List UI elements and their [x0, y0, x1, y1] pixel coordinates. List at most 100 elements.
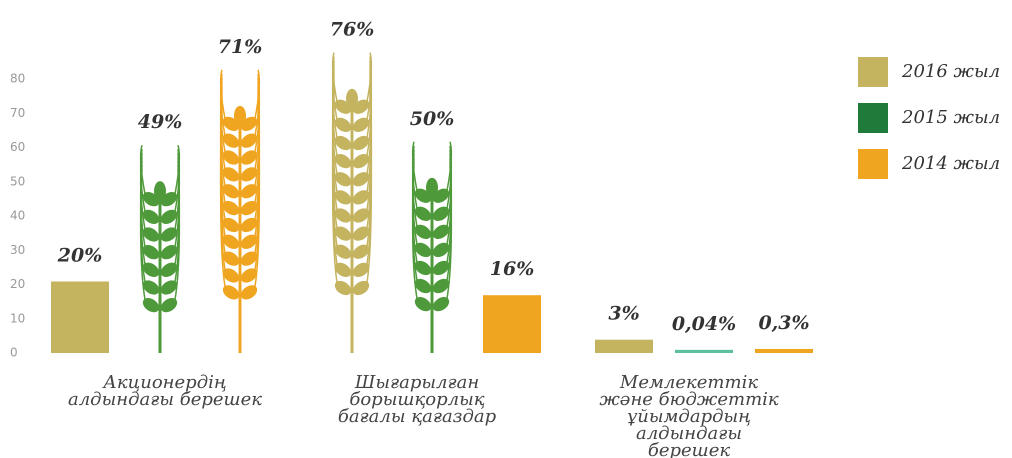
grain — [414, 224, 432, 239]
grain — [240, 200, 258, 216]
y-tick-label: 50 — [10, 174, 25, 188]
legend-label: 2016 жыл — [901, 61, 1000, 82]
wheat-bar — [331, 52, 373, 353]
y-tick-label: 40 — [10, 209, 25, 223]
legend-swatch — [858, 149, 888, 179]
awn — [173, 169, 181, 306]
grain — [222, 251, 240, 266]
grain — [160, 262, 178, 277]
bar — [675, 349, 733, 353]
value-label: 3% — [608, 303, 639, 325]
grain — [142, 209, 160, 224]
awn — [253, 109, 261, 293]
grain — [414, 296, 432, 312]
legend-swatch — [858, 103, 888, 133]
y-tick-label: 80 — [10, 72, 25, 86]
bar — [755, 348, 813, 353]
grain — [334, 135, 352, 151]
y-tick-label: 20 — [10, 277, 25, 291]
y-tick-label: 60 — [10, 140, 25, 154]
grain — [352, 153, 370, 169]
awn — [331, 92, 339, 289]
grain — [240, 285, 258, 300]
wheat-bar — [139, 144, 181, 353]
bar — [51, 281, 109, 353]
grain — [414, 278, 432, 294]
grain — [334, 262, 352, 278]
grain — [142, 227, 160, 242]
grain — [160, 227, 178, 242]
grain — [240, 184, 258, 199]
grain — [240, 268, 258, 283]
grain — [222, 167, 240, 182]
grain — [222, 133, 240, 148]
wheat-bar — [411, 141, 453, 353]
legend-label: 2014 жыл — [901, 153, 1000, 174]
awn — [411, 165, 419, 305]
grain — [222, 285, 240, 300]
y-tick-label: 0 — [10, 346, 18, 360]
grain — [426, 177, 438, 198]
grain — [154, 181, 166, 202]
grain — [432, 206, 450, 221]
x-tick-label: Шығарылған борышқорлық бағалы қағаздар — [337, 372, 497, 427]
value-label: 0,3% — [758, 312, 809, 334]
x-tick-label: Мемлекеттік және бюджеттік ұйымдардың ал… — [599, 372, 779, 458]
grain — [222, 184, 240, 199]
grain — [334, 153, 352, 169]
grain — [222, 217, 240, 233]
value-label: 71% — [218, 36, 263, 58]
grain — [240, 167, 258, 182]
grain — [240, 234, 258, 249]
y-tick-label: 30 — [10, 243, 25, 257]
y-tick-label: 10 — [10, 311, 25, 325]
grain — [352, 190, 370, 205]
awn — [139, 169, 147, 306]
grain — [352, 226, 370, 241]
grain — [222, 234, 240, 249]
grain — [414, 206, 432, 221]
value-label: 50% — [410, 108, 455, 130]
grain — [222, 200, 240, 216]
awn — [365, 92, 373, 289]
grain — [222, 268, 240, 283]
grain — [160, 280, 178, 295]
grain — [352, 244, 370, 259]
grain — [352, 208, 370, 223]
grain — [432, 296, 450, 312]
wheat-bar — [219, 69, 261, 353]
grain — [352, 117, 370, 132]
grain — [414, 260, 432, 276]
bar — [483, 295, 541, 353]
grain — [160, 298, 178, 313]
grain — [432, 260, 450, 276]
grain — [160, 245, 178, 260]
grain — [240, 133, 258, 148]
grain — [334, 226, 352, 241]
grain — [334, 280, 352, 296]
value-label: 49% — [138, 111, 183, 133]
legend-label: 2015 жыл — [901, 107, 1000, 128]
grain — [142, 245, 160, 260]
value-label: 0,04% — [672, 313, 736, 335]
grain — [334, 172, 352, 187]
grain — [352, 262, 370, 278]
awn — [445, 165, 453, 305]
value-label: 16% — [490, 258, 535, 280]
awn — [219, 109, 227, 293]
grain — [334, 208, 352, 223]
x-tick-label: Акционердің алдындағы берешек — [67, 372, 262, 410]
grain — [334, 190, 352, 205]
value-label: 76% — [330, 19, 375, 41]
grain — [160, 209, 178, 224]
grain — [432, 242, 450, 258]
grain — [352, 280, 370, 296]
grain — [346, 88, 358, 109]
grain — [352, 135, 370, 151]
grain — [142, 280, 160, 295]
grain — [334, 117, 352, 132]
y-tick-label: 70 — [10, 106, 25, 120]
grain — [432, 278, 450, 294]
